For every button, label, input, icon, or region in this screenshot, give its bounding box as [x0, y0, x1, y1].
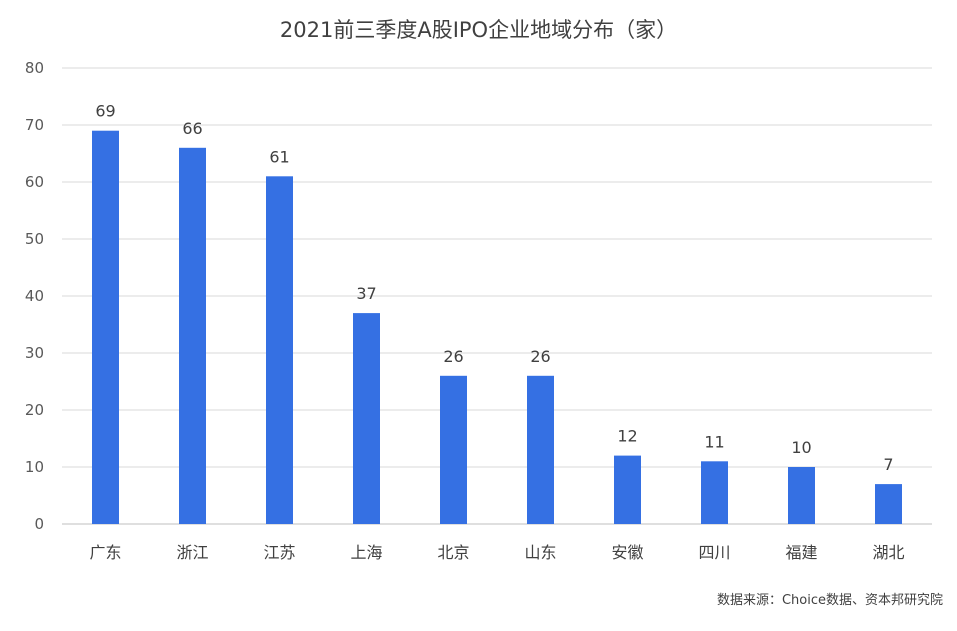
bar — [179, 147, 206, 525]
x-tick-label: 广东 — [89, 543, 121, 562]
data-label: 26 — [443, 347, 463, 366]
bar — [527, 375, 554, 524]
bar — [614, 455, 641, 524]
grid-lines — [62, 67, 932, 525]
data-label: 37 — [356, 284, 376, 303]
bar — [788, 467, 815, 524]
bar — [266, 176, 293, 525]
y-tick-label: 10 — [25, 458, 44, 476]
data-label: 7 — [883, 455, 893, 474]
data-label: 66 — [182, 119, 202, 138]
y-tick-label: 70 — [25, 116, 44, 134]
y-tick-label: 20 — [25, 401, 44, 419]
x-tick-label: 湖北 — [872, 543, 904, 562]
x-tick-label: 北京 — [437, 543, 469, 562]
y-tick-label: 30 — [25, 344, 44, 362]
x-tick-label: 福建 — [785, 543, 817, 562]
y-axis-ticks: 0 10 20 30 40 50 60 70 80 — [25, 59, 44, 533]
data-label: 26 — [530, 347, 550, 366]
bar — [440, 375, 467, 524]
data-label: 69 — [95, 102, 115, 121]
data-label: 61 — [269, 147, 289, 166]
data-label: 12 — [617, 427, 637, 446]
data-label: 11 — [704, 432, 724, 451]
bar — [701, 461, 728, 524]
x-tick-label: 山东 — [524, 543, 556, 562]
chart-title: 2021前三季度A股IPO企业地域分布（家） — [279, 18, 678, 42]
x-tick-label: 江苏 — [263, 543, 295, 562]
data-source-note: 数据来源：Choice数据、资本邦研究院 — [716, 593, 943, 608]
x-tick-label: 浙江 — [176, 543, 208, 562]
data-label: 10 — [791, 438, 811, 457]
bar — [353, 313, 380, 524]
y-tick-label: 60 — [25, 173, 44, 191]
y-tick-label: 50 — [25, 230, 44, 248]
bars — [92, 130, 902, 525]
y-tick-label: 80 — [25, 59, 44, 77]
x-tick-label: 四川 — [698, 543, 730, 562]
x-tick-label: 安徽 — [611, 543, 643, 562]
bar — [875, 484, 902, 524]
y-tick-label: 0 — [34, 515, 44, 533]
y-tick-label: 40 — [25, 287, 44, 305]
x-tick-label: 上海 — [350, 543, 382, 562]
data-labels: 69 66 61 37 26 26 12 11 10 7 — [95, 102, 893, 474]
bar — [92, 130, 119, 524]
x-axis-ticks: 广东 浙江 江苏 上海 北京 山东 安徽 四川 福建 湖北 — [89, 543, 904, 562]
